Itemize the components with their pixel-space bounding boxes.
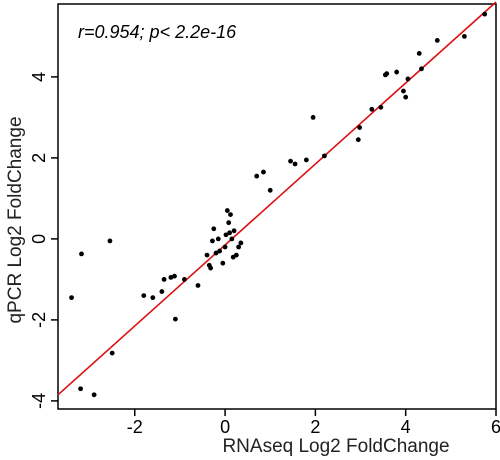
data-point — [172, 273, 177, 279]
data-points — [69, 11, 488, 398]
data-point — [236, 244, 242, 250]
x-tick-label: 4 — [401, 417, 411, 437]
data-point — [405, 76, 411, 82]
correlation-annotation: r=0.954; p< 2.2e-16 — [78, 22, 237, 42]
data-point — [182, 277, 187, 282]
data-point — [322, 153, 327, 159]
data-point — [229, 236, 235, 242]
data-point — [261, 169, 266, 175]
x-tick-label: -2 — [127, 417, 143, 437]
data-point — [227, 230, 232, 236]
data-point — [226, 220, 232, 226]
data-point — [394, 69, 400, 75]
y-tick-label: 2 — [29, 153, 49, 163]
data-point — [150, 295, 156, 301]
data-point — [461, 34, 467, 39]
data-point — [161, 277, 167, 282]
data-point — [224, 208, 230, 213]
data-point — [401, 88, 406, 94]
data-point — [303, 157, 309, 163]
data-point — [233, 252, 239, 258]
data-point — [254, 173, 260, 179]
y-tick-label: 0 — [29, 234, 49, 244]
x-tick-label: 0 — [220, 417, 230, 437]
x-tick-label: 2 — [310, 417, 320, 437]
plot-frame — [57, 3, 497, 410]
y-tick-label: -4 — [29, 393, 49, 409]
data-point — [228, 212, 233, 218]
data-point — [416, 51, 422, 56]
data-point — [378, 104, 384, 110]
data-point — [355, 137, 361, 143]
data-point — [211, 226, 217, 232]
y-tick-label: 4 — [29, 72, 49, 82]
data-point — [231, 228, 237, 234]
data-point — [204, 252, 210, 258]
data-point — [210, 238, 215, 244]
y-axis-title: qPCR Log2 FoldChange — [5, 116, 26, 323]
x-tick-label: 6 — [491, 417, 500, 437]
data-point — [69, 295, 74, 301]
data-point — [288, 158, 293, 164]
data-point — [403, 94, 409, 100]
data-point — [384, 71, 390, 77]
data-point — [195, 283, 201, 288]
data-point — [91, 392, 97, 398]
data-point — [419, 66, 424, 72]
data-point — [220, 260, 226, 266]
data-point — [310, 115, 316, 120]
data-point — [79, 251, 84, 257]
data-point — [213, 250, 219, 256]
data-point — [217, 248, 223, 254]
y-tick-label: -2 — [29, 312, 49, 328]
data-point — [482, 11, 488, 17]
data-point — [215, 236, 221, 242]
data-point — [292, 161, 298, 167]
data-point — [141, 293, 147, 298]
data-point — [267, 187, 273, 193]
data-point — [223, 232, 229, 238]
data-point — [357, 125, 363, 130]
data-point — [168, 274, 174, 280]
data-point — [222, 244, 228, 250]
data-point — [107, 238, 113, 244]
y-axis: -4 -2 0 2 4 — [29, 72, 58, 409]
data-point — [159, 289, 165, 294]
data-point — [109, 350, 115, 356]
regression-line — [57, 1, 497, 396]
data-point — [369, 106, 375, 112]
data-point — [78, 386, 83, 392]
data-point — [238, 240, 244, 246]
data-point — [173, 316, 178, 322]
x-axis: -2 0 2 4 6 — [127, 409, 500, 437]
x-axis-title: RNAseq Log2 FoldChange — [222, 436, 449, 457]
data-point — [434, 38, 440, 43]
data-point — [208, 265, 214, 271]
